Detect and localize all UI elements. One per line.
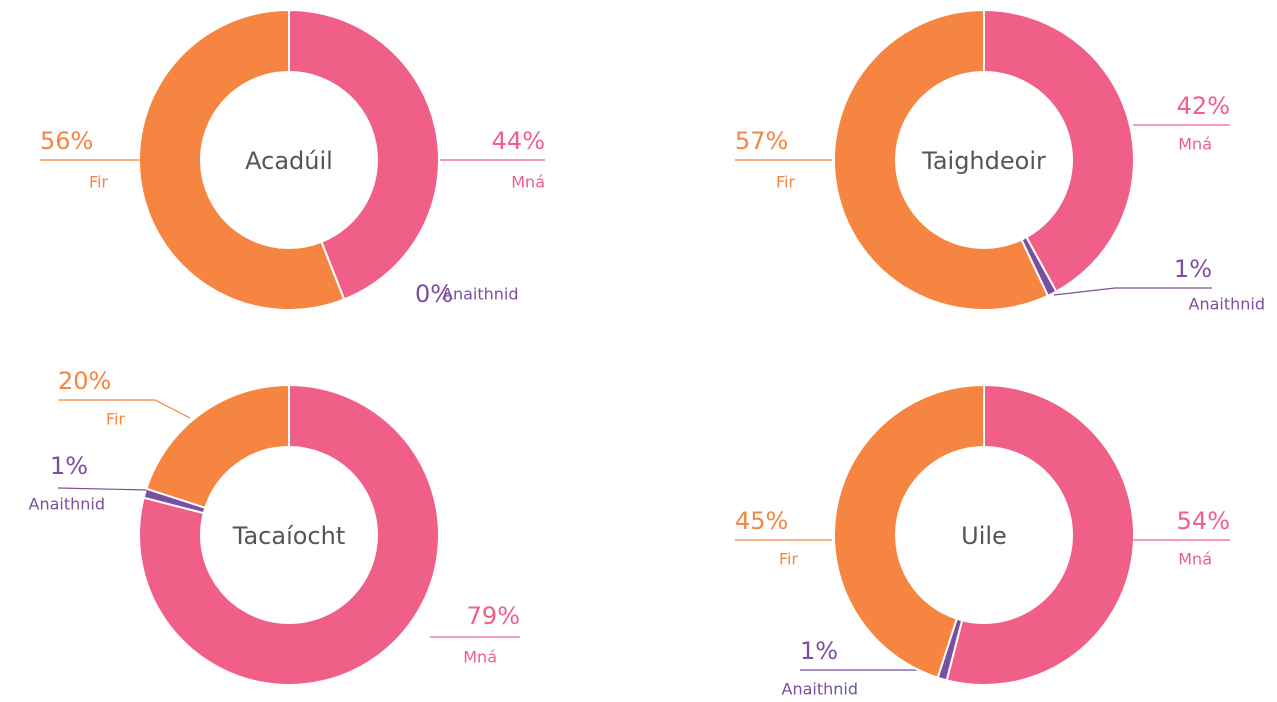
value-label: 20% [58, 367, 111, 395]
category-label: Mná [1178, 550, 1212, 569]
chart-title: Taighdeoir [921, 147, 1046, 175]
value-label: 1% [800, 637, 838, 665]
donut-segment [288, 8, 440, 301]
leader-line [58, 399, 191, 419]
donut-chart: 42% Mná 1% Anaithnid 57% Fir Taighdeoir [735, 8, 1266, 314]
leader-line [1053, 287, 1212, 296]
category-label: Mná [463, 648, 497, 667]
donut-segment [983, 8, 1135, 293]
leader-line [57, 487, 149, 491]
donut-chart: 79% Mná 1% Anaithnid 20% Fir Tacaíocht [29, 367, 520, 686]
value-label: 1% [50, 452, 88, 480]
donut-segment [833, 8, 1050, 311]
value-label: 56% [40, 127, 93, 155]
chart-title: Uile [961, 522, 1007, 550]
value-label: 42% [1177, 92, 1230, 120]
category-label: Fir [89, 173, 108, 192]
category-label: Anaithnid [782, 680, 859, 699]
value-label: 57% [735, 127, 788, 155]
donut-segment [945, 383, 1135, 686]
donut-segment [138, 8, 346, 311]
value-label: 0% [415, 280, 453, 308]
donut-chart: 54% Mná 1% Anaithnid 45% Fir Uile [735, 383, 1230, 699]
value-label: 54% [1177, 507, 1230, 535]
category-label: Mná [511, 173, 545, 192]
category-label: Fir [106, 410, 125, 429]
value-label: 45% [735, 507, 788, 535]
chart-title: Tacaíocht [232, 522, 345, 550]
category-label: Mná [1178, 135, 1212, 154]
donut-chart: 44% Mná 0%Anaithnid 56% Fir Acadúil [40, 8, 545, 311]
category-label: Fir [779, 550, 798, 569]
category-label: Anaithnid [1189, 295, 1266, 314]
donut-segment [833, 383, 985, 679]
category-label: Anaithnid [29, 495, 106, 514]
category-label: Anaithnid [442, 285, 519, 304]
donut-segment [138, 383, 440, 686]
donut-segment [145, 383, 290, 510]
value-label: 1% [1174, 255, 1212, 283]
chart-title: Acadúil [245, 147, 333, 175]
category-label: Fir [776, 173, 795, 192]
value-label: 79% [467, 602, 520, 630]
value-label: 44% [492, 127, 545, 155]
